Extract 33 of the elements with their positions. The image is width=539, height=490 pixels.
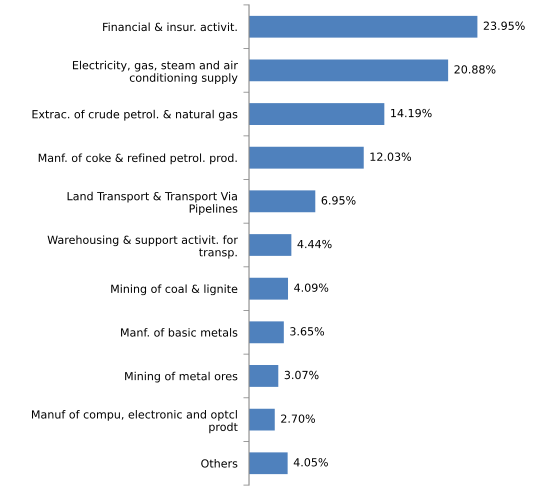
data-label: 20.88%	[454, 65, 496, 74]
bar	[249, 408, 275, 431]
y-tick-label: Others	[201, 459, 238, 468]
bar	[249, 321, 284, 344]
data-label: 12.03%	[370, 152, 412, 161]
data-label: 23.95%	[484, 22, 525, 30]
bar	[249, 278, 288, 300]
bar	[249, 16, 478, 38]
data-label: 4.05%	[294, 458, 328, 466]
y-tick-label: Mining of coal & lignite	[111, 284, 238, 296]
bar	[249, 190, 316, 212]
data-label: 4.09%	[294, 283, 328, 292]
data-label: 4.44%	[297, 240, 332, 248]
bar	[249, 452, 288, 474]
data-label: 14.19%	[391, 108, 432, 118]
y-tick-label: Financial & insur. activit.	[103, 22, 237, 32]
y-tick-label: Land Transport & Transport Via Pipelines	[68, 192, 238, 215]
bar	[249, 146, 364, 169]
y-tick-label: Manf. of basic metals	[121, 328, 238, 337]
y-tick-label: Manf. of coke & refined petrol. prod.	[38, 153, 237, 164]
data-label: 3.07%	[284, 370, 319, 380]
y-tick-label: Extrac. of crude petrol. & natural gas	[32, 110, 238, 121]
bar	[249, 234, 292, 256]
data-label: 3.65%	[290, 327, 324, 336]
bar	[249, 365, 278, 387]
bar	[249, 59, 448, 82]
data-label: 2.70%	[281, 414, 316, 423]
y-tick-label: Manuf of compu, electronic and optcl prodt	[32, 410, 238, 434]
y-tick-label: Electricity, gas, steam and air conditioning supply	[72, 60, 238, 84]
y-tick-label: Mining of metal ores	[125, 372, 238, 382]
bar	[249, 103, 384, 125]
data-label: 6.95%	[322, 196, 356, 205]
y-tick-label: Warehousing & support activit. for transp.	[48, 235, 238, 259]
